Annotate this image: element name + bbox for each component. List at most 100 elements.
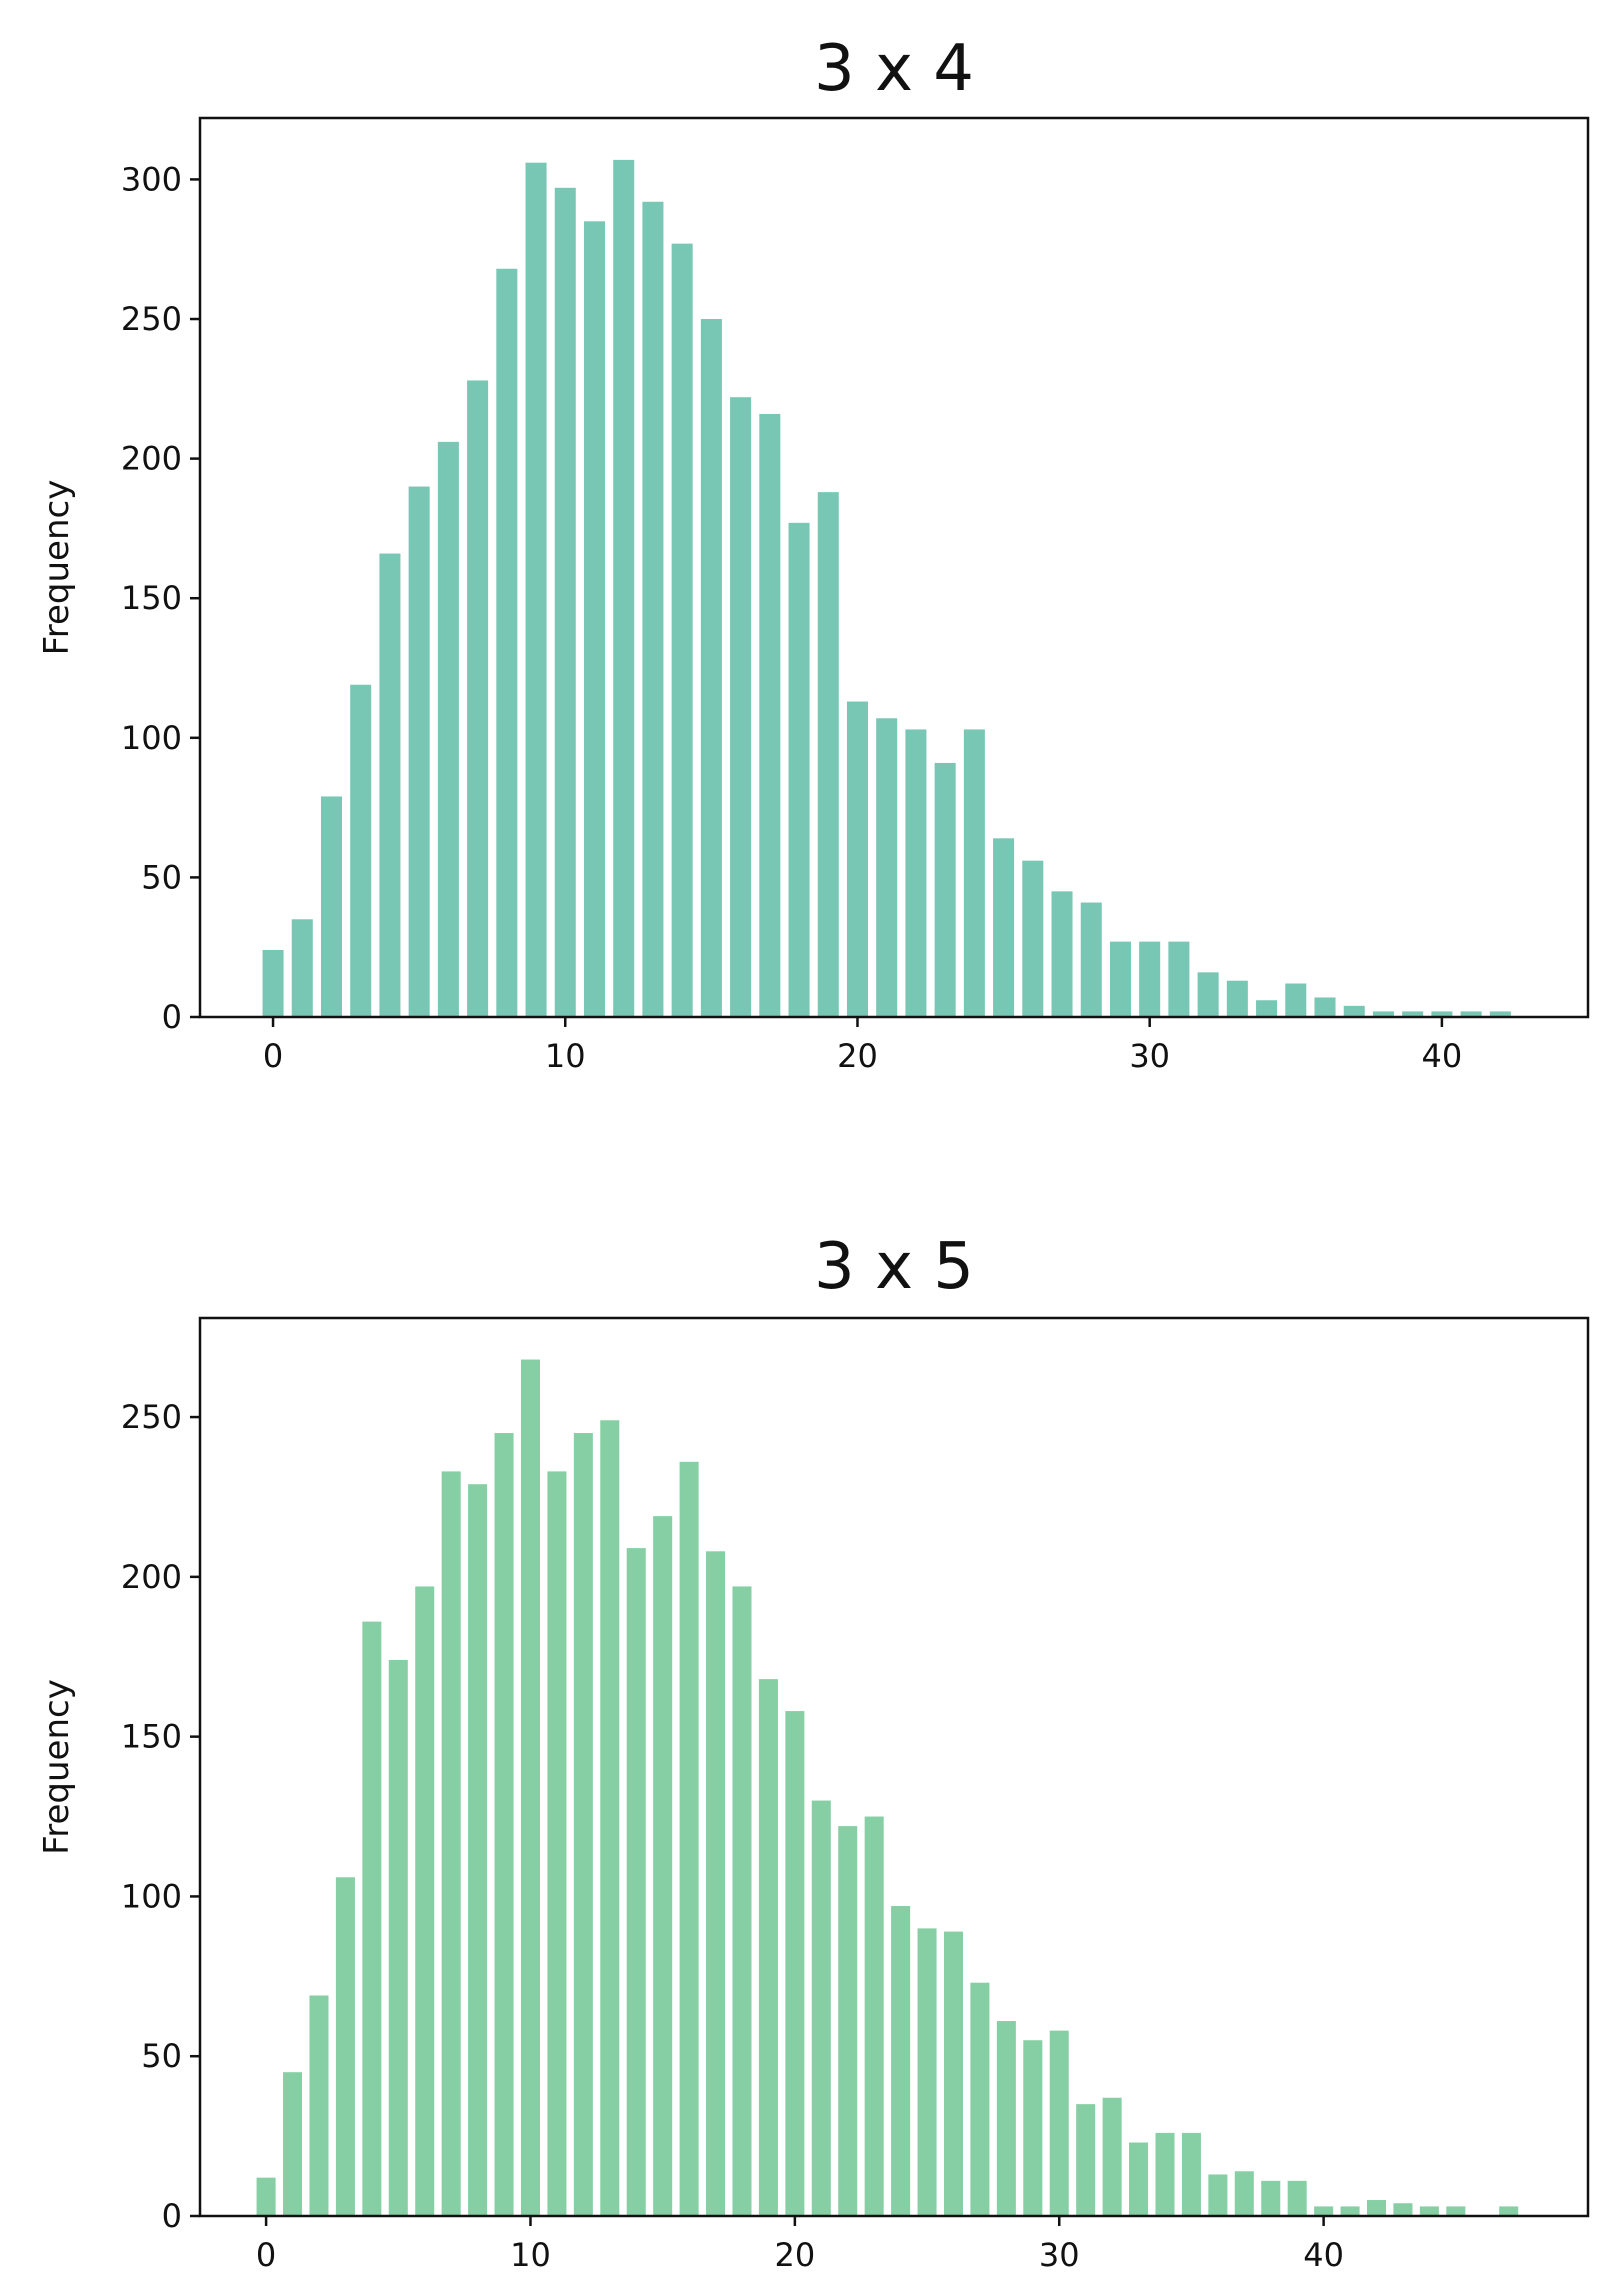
bar — [1102, 2097, 1122, 2216]
bar — [838, 1826, 858, 2216]
bar — [1256, 1000, 1278, 1017]
bar — [934, 762, 956, 1017]
bar — [1340, 2206, 1360, 2216]
bar — [1285, 983, 1307, 1017]
x-tick-label: 0 — [263, 1037, 283, 1075]
bar — [905, 729, 927, 1017]
bar — [943, 1931, 964, 2216]
x-tick-label: 20 — [774, 2236, 815, 2274]
bar — [1168, 941, 1190, 1017]
x-tick-label: 30 — [1039, 2236, 1080, 2274]
bar — [706, 1551, 726, 2216]
x-tick-label: 10 — [545, 1037, 586, 1075]
bar — [467, 380, 489, 1017]
bar — [1314, 997, 1336, 1017]
bar — [730, 397, 752, 1018]
bar — [1287, 2180, 1307, 2216]
bar — [758, 1679, 778, 2216]
bar — [554, 187, 576, 1017]
bar — [1155, 2132, 1175, 2216]
bar — [1366, 2200, 1387, 2216]
bar — [864, 1816, 884, 2216]
y-axis-label: Frequency — [37, 480, 77, 656]
bar — [379, 553, 401, 1017]
bar — [1460, 1011, 1482, 1017]
chart-3x5: 3 x 5 0 10 20 30 40 0 50 100 150 200 250 Frequency — [37, 1230, 1590, 2274]
bar — [1419, 2206, 1439, 2216]
y-tick-label: 200 — [121, 440, 182, 478]
bar — [1051, 891, 1073, 1017]
bar — [1208, 2174, 1228, 2216]
bar — [891, 1906, 911, 2216]
bar — [468, 1484, 488, 2216]
bar — [1343, 1005, 1365, 1017]
bar — [700, 319, 722, 1017]
y-tick-label: 300 — [121, 160, 182, 198]
bar — [876, 718, 898, 1017]
bar — [1314, 2206, 1334, 2216]
bar — [1393, 2203, 1413, 2216]
bar — [1076, 2104, 1096, 2216]
chart-3x4: 3 x 4 0 10 20 30 40 0 50 100 150 200 250 300 Frequenc… — [37, 32, 1590, 1075]
bar — [653, 1516, 673, 2216]
bar — [1080, 902, 1102, 1017]
bar — [262, 949, 284, 1017]
bar — [732, 1586, 752, 2216]
y-tick-label: 100 — [121, 1877, 182, 1915]
y-tick-label: 250 — [121, 1398, 182, 1436]
bar — [309, 1995, 329, 2216]
bar — [350, 684, 372, 1017]
bar — [996, 2021, 1016, 2216]
bar — [642, 201, 664, 1018]
bar — [1446, 2206, 1466, 2216]
x-tick-label: 10 — [510, 2236, 551, 2274]
bar — [525, 162, 547, 1018]
bar — [1181, 2132, 1201, 2216]
bar — [846, 701, 868, 1017]
bar — [671, 243, 693, 1017]
bar — [1226, 980, 1248, 1017]
bar — [1049, 2030, 1069, 2216]
plot-frame — [198, 1316, 1590, 2218]
y-tick-label: 50 — [141, 2037, 182, 2075]
bar — [785, 1711, 805, 2216]
y-tick-label: 200 — [121, 1558, 182, 1596]
bar — [963, 729, 985, 1017]
bar — [573, 1433, 593, 2216]
bar — [441, 1471, 461, 2216]
bar — [613, 159, 635, 1017]
bar — [1023, 2040, 1043, 2216]
bar — [1022, 860, 1044, 1017]
bar — [759, 413, 781, 1017]
bar — [811, 1800, 831, 2216]
bar — [388, 1659, 408, 2216]
bar — [1499, 2206, 1519, 2216]
y-axis-label: Frequency — [37, 1679, 77, 1855]
bar — [1489, 1011, 1511, 1017]
x-tick-label: 40 — [1422, 1037, 1463, 1075]
chart-title: 3 x 4 — [814, 32, 974, 106]
bar — [415, 1586, 435, 2216]
bar — [600, 1420, 620, 2216]
y-tick-label: 250 — [121, 300, 182, 338]
y-tick-label: 150 — [121, 1718, 182, 1756]
bar — [1139, 941, 1161, 1017]
bar — [291, 919, 313, 1017]
y-tick-label: 100 — [121, 719, 182, 757]
bar — [1261, 2180, 1281, 2216]
bar — [362, 1621, 382, 2216]
bar — [1402, 1011, 1424, 1017]
y-tick-label: 150 — [121, 579, 182, 617]
bar — [993, 838, 1015, 1017]
bar — [320, 796, 343, 1017]
bar — [408, 486, 430, 1017]
x-tick-label: 0 — [256, 2236, 276, 2274]
y-tick-label: 0 — [162, 998, 182, 1036]
bar — [520, 1359, 540, 2216]
bar — [626, 1548, 646, 2216]
bar — [583, 221, 606, 1017]
bar — [1197, 972, 1219, 1017]
bar — [496, 268, 518, 1017]
bar — [547, 1471, 567, 2216]
